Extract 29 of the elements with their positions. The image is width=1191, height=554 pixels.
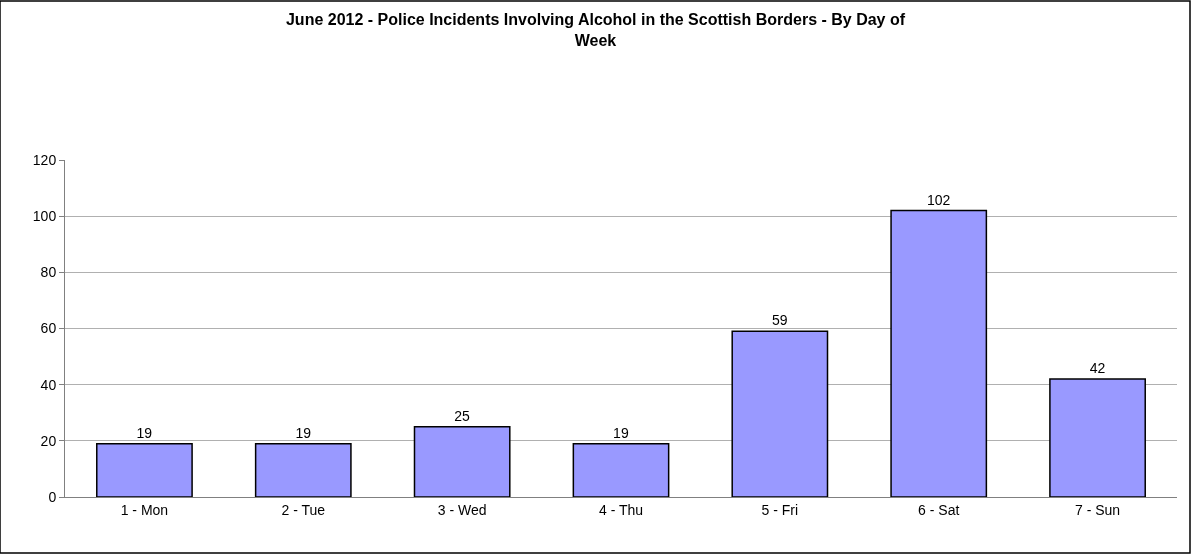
y-tick-label: 120 (32, 151, 57, 168)
y-tick-label: 40 (40, 376, 57, 393)
data-label: 19 (295, 424, 312, 441)
data-label: 19 (136, 424, 153, 441)
data-label: 19 (613, 424, 629, 441)
data-label: 59 (771, 312, 788, 329)
bar (731, 330, 829, 497)
x-tick-label: 1 - Mon (120, 501, 169, 518)
data-label: 42 (1089, 360, 1106, 377)
x-tick-label: 3 - Wed (437, 501, 487, 518)
y-tick-label: 100 (32, 208, 57, 225)
bar (890, 209, 988, 497)
data-label: 25 (454, 407, 471, 424)
y-tick-label: 60 (40, 320, 57, 337)
bar (1049, 378, 1146, 497)
bar (96, 442, 193, 497)
chart-title: June 2012 - Police Incidents Involving Alcohol in the Scottish Borders - By Day of Week (285, 10, 906, 49)
bar (572, 442, 670, 497)
y-tick-label: 20 (40, 432, 57, 449)
bar (254, 442, 352, 497)
x-tick-label: 6 - Sat (918, 501, 960, 518)
data-label: 102 (926, 191, 951, 208)
y-tick-label: 80 (40, 264, 57, 281)
x-tick-label: 2 - Tue (281, 501, 326, 518)
x-tick-label: 5 - Fri (761, 501, 799, 518)
x-tick-label: 7 - Sun (1075, 501, 1121, 518)
bar (413, 426, 511, 497)
y-tick-label: 0 (48, 488, 57, 505)
x-tick-label: 4 - Thu (598, 501, 644, 518)
